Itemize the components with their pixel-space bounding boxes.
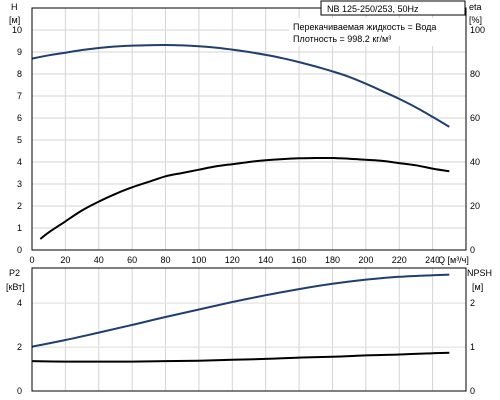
bottom-right-tick-label: 1 xyxy=(470,342,475,352)
x-tick-label: 100 xyxy=(191,255,206,265)
bottom-left-tick-label: 4 xyxy=(17,298,22,308)
power-axis-label: P2 xyxy=(9,268,20,278)
top-left-tick-label: 0 xyxy=(17,245,22,255)
x-tick-label: 200 xyxy=(358,255,373,265)
x-tick-label: 140 xyxy=(258,255,273,265)
bottom-plot-frame xyxy=(31,267,467,392)
top-right-tick-label: 0 xyxy=(470,245,475,255)
top-left-tick-label: 2 xyxy=(17,201,22,211)
top-right-tick-label: 80 xyxy=(470,69,480,79)
annotation-density: Плотность = 998.2 кг/м³ xyxy=(293,34,391,44)
x-tick-label: 60 xyxy=(127,255,137,265)
power-npsh-chart: 0 2 4 0 1 2 P2 [кВт] NPSH [м] xyxy=(6,267,492,396)
bottom-grid xyxy=(32,268,466,391)
x-tick-label: 180 xyxy=(325,255,340,265)
top-left-tick-label: 1 xyxy=(17,223,22,233)
eta-axis-unit: [%] xyxy=(469,15,482,25)
top-left-tick-label: 4 xyxy=(17,157,22,167)
npsh-axis-label: NPSH xyxy=(467,268,492,278)
annotation-liquid: Перекачиваемая жидкость = Вода xyxy=(293,22,436,32)
top-right-tick-label: 20 xyxy=(470,201,480,211)
top-left-tick-label: 6 xyxy=(17,113,22,123)
top-left-tick-label: 9 xyxy=(17,47,22,57)
bottom-curves xyxy=(31,273,450,363)
top-left-tick-label: 10 xyxy=(12,25,22,35)
top-series-line-1 xyxy=(39,156,450,240)
top-left-tick-label: 3 xyxy=(17,179,22,189)
annotation-box xyxy=(289,18,465,46)
head-axis-unit: [м] xyxy=(9,15,20,25)
x-tick-label: 120 xyxy=(225,255,240,265)
top-plot-frame xyxy=(31,7,467,251)
bottom-right-tick-label: 0 xyxy=(470,386,475,396)
top-left-tick-label: 8 xyxy=(17,69,22,79)
top-left-tick-label: 7 xyxy=(17,91,22,101)
npsh-axis-unit: [м] xyxy=(472,282,483,292)
top-series-line-0 xyxy=(31,43,450,128)
x-tick-label: 20 xyxy=(60,255,70,265)
eta-axis-label: eta xyxy=(469,2,482,12)
title-box xyxy=(320,0,466,16)
top-curves xyxy=(31,43,450,240)
power-axis-unit: [кВт] xyxy=(6,282,25,292)
x-tick-label: 80 xyxy=(161,255,171,265)
flow-axis-label: Q [м³/ч] xyxy=(438,255,469,265)
x-tick-label: 0 xyxy=(29,255,34,265)
top-left-tick-label: 5 xyxy=(17,135,22,145)
bottom-left-tick-label: 2 xyxy=(17,342,22,352)
x-tick-label: 40 xyxy=(94,255,104,265)
top-right-tick-label: 40 xyxy=(470,157,480,167)
bottom-left-tick-label: 0 xyxy=(17,386,22,396)
chart-title: NB 125-250/253, 50Hz xyxy=(327,4,419,14)
x-tick-label: 220 xyxy=(392,255,407,265)
x-tick-label: 240 xyxy=(425,255,440,265)
top-right-tick-label: 100 xyxy=(470,25,485,35)
bottom-tick-labels: 0 2 4 0 1 2 xyxy=(17,298,475,396)
x-tick-label: 160 xyxy=(292,255,307,265)
top-right-tick-label: 60 xyxy=(470,113,480,123)
bottom-series-line-1 xyxy=(31,351,450,363)
head-axis-label: H xyxy=(11,2,18,12)
bottom-series-line-0 xyxy=(31,273,450,348)
bottom-right-tick-label: 2 xyxy=(470,298,475,308)
